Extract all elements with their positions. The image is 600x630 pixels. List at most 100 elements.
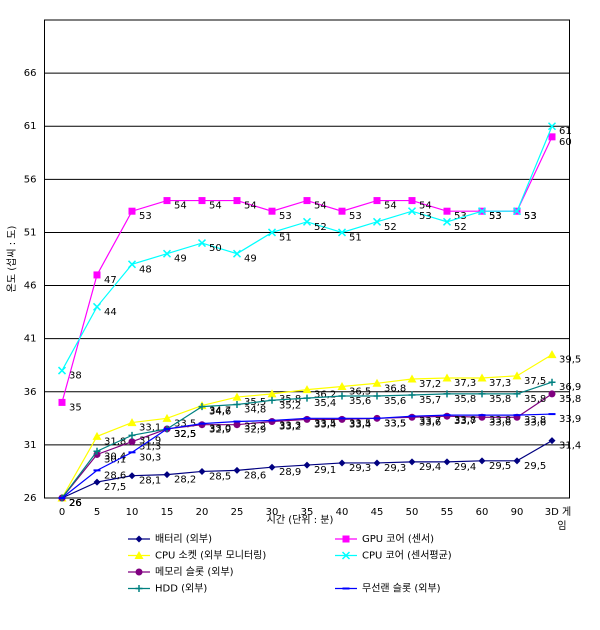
point (162, 413, 172, 422)
point (513, 390, 521, 398)
y-axis-label: 온도 (섭씨 : 도) (6, 226, 18, 293)
point (373, 392, 381, 400)
point (162, 249, 172, 258)
point (93, 447, 101, 455)
data-label: 32,5 (174, 429, 196, 440)
point (127, 418, 137, 427)
point (338, 207, 346, 215)
x-tick-label: 35 (301, 507, 314, 518)
data-label: 29,3 (384, 463, 406, 474)
data-label: 33,3 (279, 420, 301, 431)
point (342, 535, 350, 543)
point (135, 535, 143, 543)
y-tick-label: 66 (24, 68, 37, 79)
point (303, 415, 311, 423)
legend-label: HDD (외부) (155, 583, 207, 595)
data-label: 30,3 (139, 452, 161, 463)
point (443, 412, 451, 420)
point (408, 197, 416, 205)
data-label: 35,2 (279, 400, 301, 411)
point (233, 421, 241, 429)
point (232, 249, 242, 258)
point (442, 373, 452, 382)
y-tick-label: 41 (24, 334, 37, 345)
point (478, 457, 486, 465)
x-tick-label: 25 (231, 507, 244, 518)
point (135, 568, 143, 576)
point (268, 207, 276, 215)
legend-label: 메모리 슬롯 (외부) (155, 566, 234, 578)
point (302, 385, 312, 394)
point (372, 217, 382, 226)
data-label: 33,4 (349, 419, 371, 430)
series-line (61, 354, 553, 499)
point (92, 431, 102, 440)
point (268, 396, 276, 404)
data-label: 29,5 (524, 461, 546, 472)
point (408, 458, 416, 466)
plot-border (44, 19, 570, 499)
series-line (61, 393, 553, 499)
point (548, 390, 556, 398)
data-label: 37,2 (419, 379, 441, 390)
point (443, 207, 451, 215)
data-label: 28,2 (174, 475, 196, 486)
y-tick-label: 46 (24, 281, 37, 292)
data-label: 26 (69, 498, 82, 509)
data-label: 53 (349, 211, 362, 222)
data-label: 29,4 (419, 462, 441, 473)
data-label: 37,5 (524, 376, 546, 387)
point (407, 207, 417, 216)
y-tick-label: 26 (24, 493, 37, 504)
point (93, 478, 101, 486)
data-label: 48 (139, 264, 152, 275)
data-label: 53 (454, 211, 467, 222)
point (233, 401, 241, 409)
point (198, 421, 206, 429)
data-label: 33,8 (489, 415, 511, 426)
point (128, 207, 136, 215)
point (198, 467, 206, 475)
point (338, 415, 346, 423)
data-label: 34,6 (209, 407, 231, 418)
point (477, 207, 487, 216)
x-tick-label: 5 (94, 507, 100, 518)
data-label: 26 (69, 498, 82, 509)
data-label: 37,3 (454, 378, 476, 389)
point (513, 457, 521, 465)
point (442, 217, 452, 226)
data-label: 32,5 (174, 429, 196, 440)
series-line (61, 136, 553, 403)
data-label: 33,6 (524, 417, 546, 428)
point (372, 378, 382, 387)
data-label: 60 (559, 137, 572, 148)
data-label: 54 (384, 201, 397, 212)
data-label: 36,5 (349, 386, 371, 397)
point (341, 551, 351, 560)
legend-label: CPU 코어 (센서평균) (362, 550, 452, 562)
point (268, 463, 276, 471)
point (58, 398, 66, 406)
data-label: 54 (209, 201, 222, 212)
data-label: 27,5 (104, 482, 126, 493)
point (408, 413, 416, 421)
point (267, 228, 277, 237)
data-label: 47 (104, 275, 117, 286)
point (135, 585, 143, 592)
data-label: 33,5 (349, 418, 371, 429)
point (338, 459, 346, 467)
data-label: 53 (139, 211, 152, 222)
x-tick-label: 90 (511, 507, 524, 518)
data-label: 29,1 (314, 465, 336, 476)
point (198, 403, 206, 411)
data-label: 33,5 (174, 418, 196, 429)
data-label: 35,8 (524, 394, 546, 405)
data-label: 39,5 (559, 355, 581, 366)
data-label: 51 (279, 232, 292, 243)
data-label: 28,1 (139, 476, 161, 487)
data-label: 33,5 (314, 418, 336, 429)
point (232, 392, 242, 401)
point (128, 431, 136, 439)
